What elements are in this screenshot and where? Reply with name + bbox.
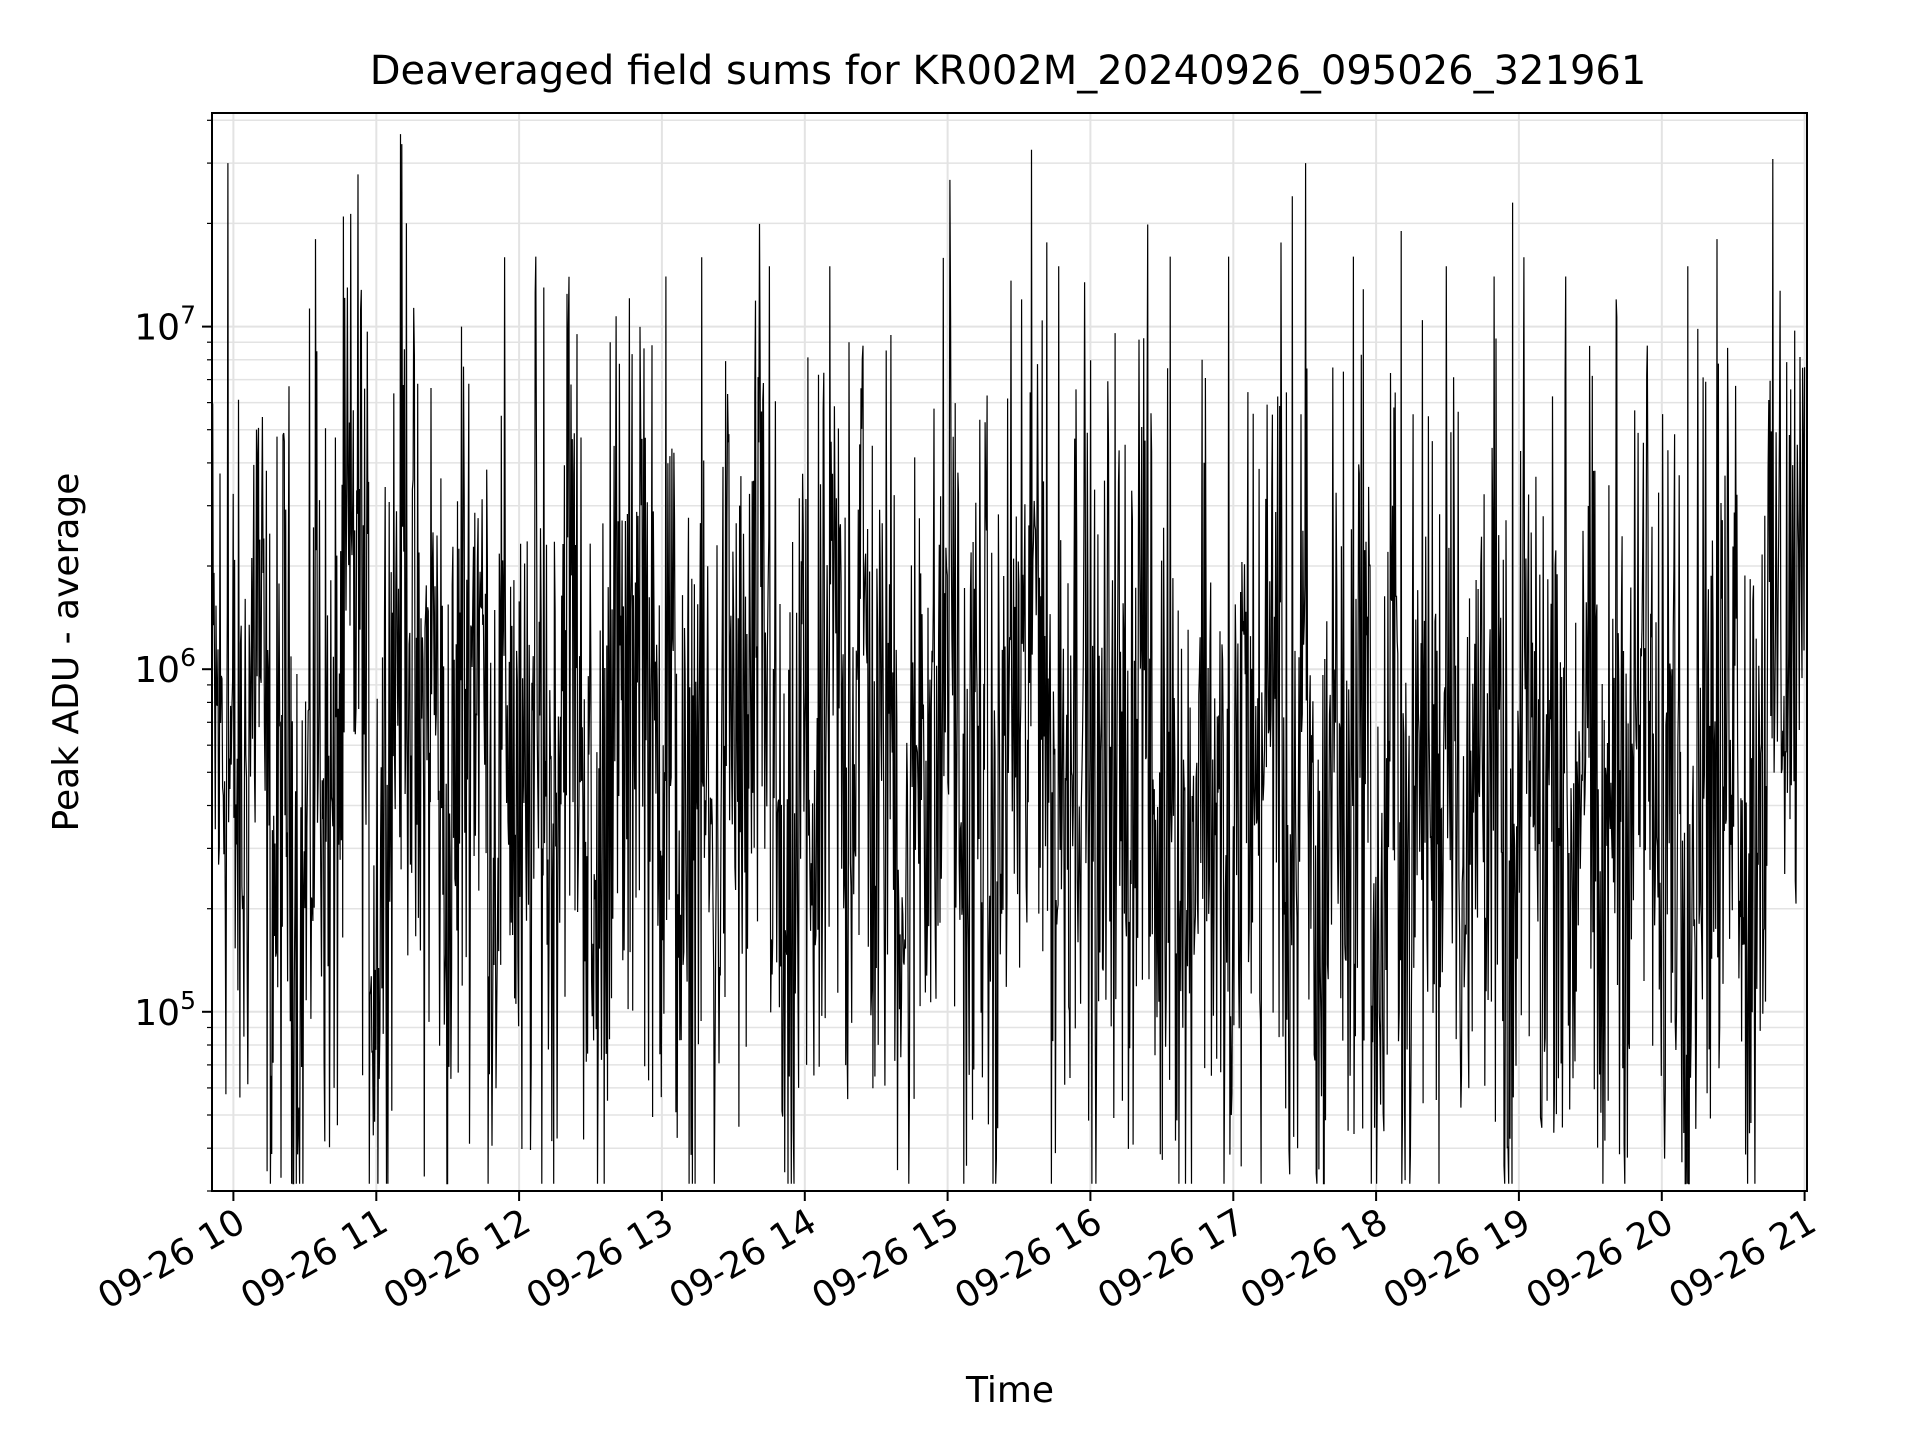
y-tick-label: 105 bbox=[134, 986, 196, 1034]
series-line bbox=[211, 134, 1806, 1185]
series-polyline bbox=[211, 134, 1806, 1185]
y-tick-label: 106 bbox=[134, 643, 196, 691]
x-axis-label: Time bbox=[965, 1370, 1054, 1411]
y-axis: 105 106 107 bbox=[134, 119, 212, 1192]
y-tick-label: 107 bbox=[134, 301, 196, 349]
chart-title: Deaveraged field sums for KR002M_2024092… bbox=[370, 48, 1647, 94]
grid-lines bbox=[212, 113, 1807, 1192]
plot-frame bbox=[211, 112, 1808, 1192]
y-axis-label: Peak ADU - average bbox=[46, 473, 87, 832]
